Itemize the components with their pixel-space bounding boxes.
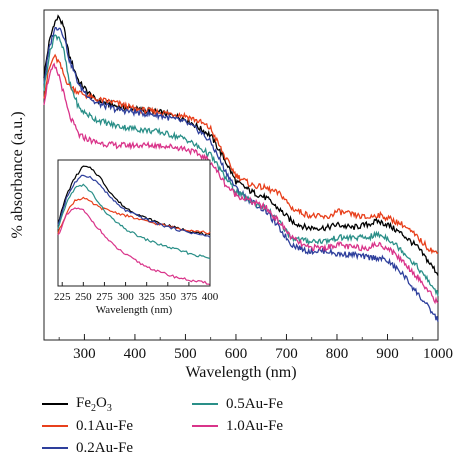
x-tick-label: 250 [75, 291, 92, 303]
inset-plot: 225 250 275 300 325 350 375 400 Wavelength (nm) [54, 159, 219, 316]
legend-label-fe2o3: Fe2O3 [76, 394, 112, 414]
x-tick-label: 275 [96, 291, 113, 303]
x-tick-label: 1000 [423, 346, 453, 362]
series-line-10au-fe [57, 207, 211, 286]
x-tick-label: 300 [73, 346, 96, 362]
legend-item-0.1au-fe: 0.1Au-Fe [42, 416, 133, 436]
legend-label-1.0au-fe: 1.0Au-Fe [226, 417, 284, 434]
legend-label-0.2au-fe: 0.2Au-Fe [76, 439, 134, 456]
series-line-01au-fe [57, 196, 211, 235]
x-tick-label: 500 [174, 346, 197, 362]
legend-label-0.1au-fe: 0.1Au-Fe [76, 417, 134, 434]
series-line-10au-fe [43, 62, 439, 305]
x-tick-label: 800 [326, 346, 349, 362]
legend-swatch-0.1au-fe [42, 425, 68, 427]
series-line-02au-fe [57, 174, 211, 239]
series-line-fe2o3 [43, 14, 439, 276]
legend-swatch-0.5au-fe [192, 403, 218, 405]
x-tick-label: 325 [138, 291, 155, 303]
x-tick-label: 600 [225, 346, 248, 362]
x-tick-label: 300 [117, 291, 134, 303]
x-tick-label: 350 [160, 291, 177, 303]
x-tick-label: 375 [181, 291, 198, 303]
inset-plot-frame [57, 159, 211, 287]
x-tick-label: 900 [376, 346, 399, 362]
legend-item-1.0au-fe: 1.0Au-Fe [192, 416, 283, 436]
chart-legend: Fe2O3 0.1Au-Fe 0.2Au-Fe 0.5Au-Fe 1.0Au-F… [42, 394, 342, 464]
x-tick-label: 700 [275, 346, 298, 362]
legend-label-0.5au-fe: 0.5Au-Fe [226, 395, 284, 412]
series-line-05au-fe [57, 183, 211, 260]
legend-swatch-1.0au-fe [192, 425, 218, 427]
series-line-05au-fe [43, 34, 439, 297]
x-axis-label: Wavelength (nm) [185, 364, 296, 381]
absorbance-chart: 300 400 500 600 700 800 900 1000 Wavelength (nm)… [9, 9, 453, 381]
series-line-01au-fe [43, 53, 439, 255]
x-axis-label: Wavelength (nm) [96, 304, 173, 316]
x-tick-label: 400 [202, 291, 219, 303]
x-tick-label: 400 [124, 346, 147, 362]
x-tick-label: 225 [54, 291, 71, 303]
legend-swatch-fe2o3 [42, 403, 68, 405]
y-axis-label: % absorbance (a.u.) [9, 111, 26, 238]
legend-item-0.2au-fe: 0.2Au-Fe [42, 438, 133, 458]
legend-swatch-0.2au-fe [42, 447, 68, 449]
legend-item-0.5au-fe: 0.5Au-Fe [192, 394, 283, 414]
legend-item-fe2o3: Fe2O3 [42, 394, 112, 414]
